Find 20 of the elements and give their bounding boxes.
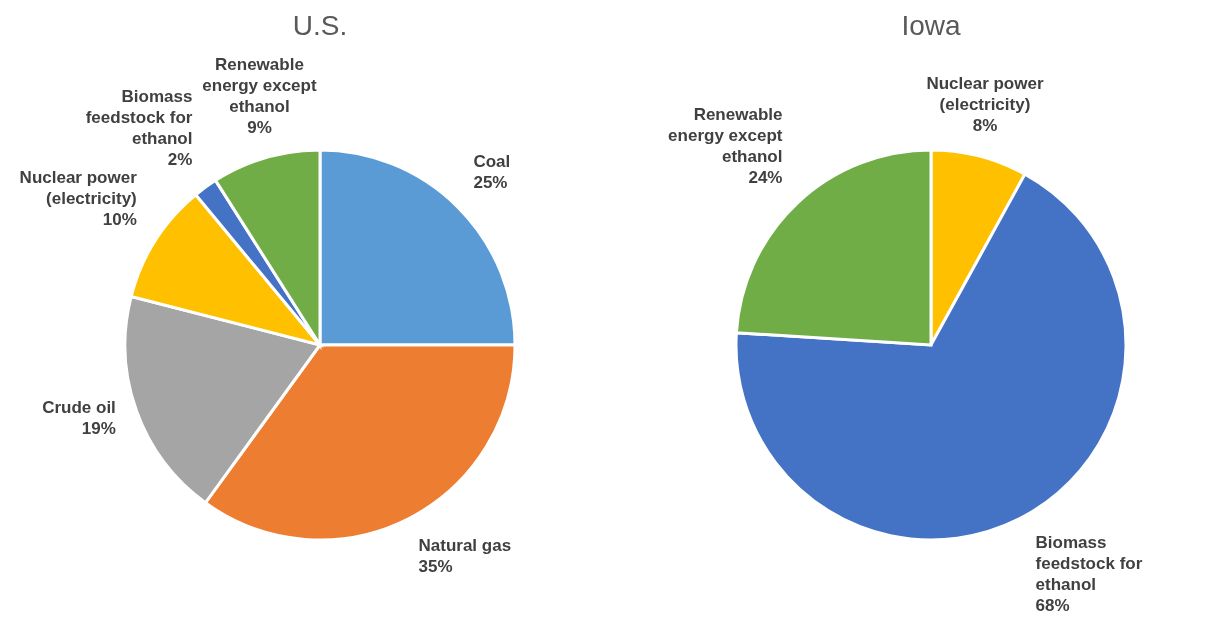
slice-label: Natural gas bbox=[418, 536, 512, 556]
slice-label: Coal bbox=[473, 151, 511, 171]
slice-label: Renewable energy except ethanol bbox=[202, 54, 317, 116]
slice-label: Biomass feedstock for ethanol bbox=[85, 87, 193, 149]
data-label: 2% bbox=[167, 150, 193, 170]
data-label: 9% bbox=[247, 117, 272, 137]
slice-label: Biomass feedstock for ethanol bbox=[1035, 533, 1143, 595]
data-label: 68% bbox=[1035, 596, 1070, 616]
data-label: 25% bbox=[473, 172, 508, 192]
chart-title: U.S. bbox=[292, 10, 348, 41]
chart-title: Iowa bbox=[901, 10, 961, 41]
data-label: 8% bbox=[972, 115, 998, 135]
slice-label: Nuclear power (electricity) bbox=[926, 73, 1044, 114]
data-label: 19% bbox=[81, 419, 116, 439]
data-label: 10% bbox=[102, 209, 137, 229]
slice-label: Renewable energy except ethanol bbox=[668, 104, 783, 166]
data-label: 24% bbox=[748, 167, 783, 187]
slice-label: Nuclear power (electricity) bbox=[19, 167, 138, 208]
data-label: 35% bbox=[418, 557, 453, 577]
slice-label: Crude oil bbox=[42, 398, 116, 418]
